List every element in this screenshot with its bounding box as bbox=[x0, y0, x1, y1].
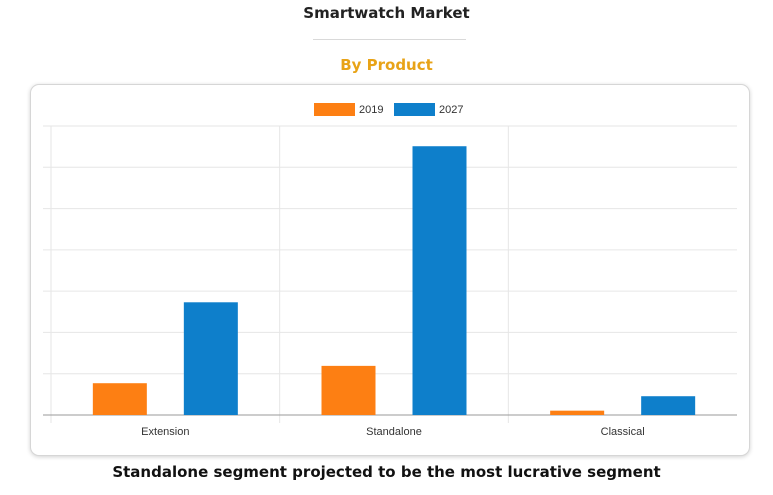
bar-2027-extension bbox=[183, 302, 238, 415]
bar-2027-standalone bbox=[412, 146, 467, 416]
legend: 2019 2027 bbox=[314, 103, 463, 116]
bar-2027-classical bbox=[641, 396, 696, 415]
legend-swatch-2019 bbox=[314, 103, 355, 116]
chart-caption: Standalone segment projected to be the m… bbox=[112, 463, 661, 481]
bar-2019-classical bbox=[550, 410, 605, 415]
chart-subtitle: By Product bbox=[340, 56, 433, 74]
legend-swatch-2027 bbox=[394, 103, 435, 116]
x-tick-label: Classical bbox=[601, 426, 645, 438]
bars bbox=[92, 146, 696, 416]
legend-label-2019: 2019 bbox=[359, 104, 383, 116]
chart-card: 2019 2027 Extension Standalone Classical bbox=[30, 84, 750, 456]
page-title: Smartwatch Market bbox=[303, 4, 470, 22]
x-tick-label: Standalone bbox=[366, 426, 422, 438]
x-tick-label: Extension bbox=[141, 426, 189, 438]
bar-2019-extension bbox=[92, 383, 147, 415]
bar-2019-standalone bbox=[321, 365, 376, 415]
category-labels: Extension Standalone Classical bbox=[141, 426, 644, 438]
title-divider bbox=[313, 39, 466, 40]
gridlines bbox=[43, 125, 737, 423]
legend-label-2027: 2027 bbox=[439, 104, 463, 116]
bar-chart: 2019 2027 Extension Standalone Classical bbox=[43, 103, 737, 438]
